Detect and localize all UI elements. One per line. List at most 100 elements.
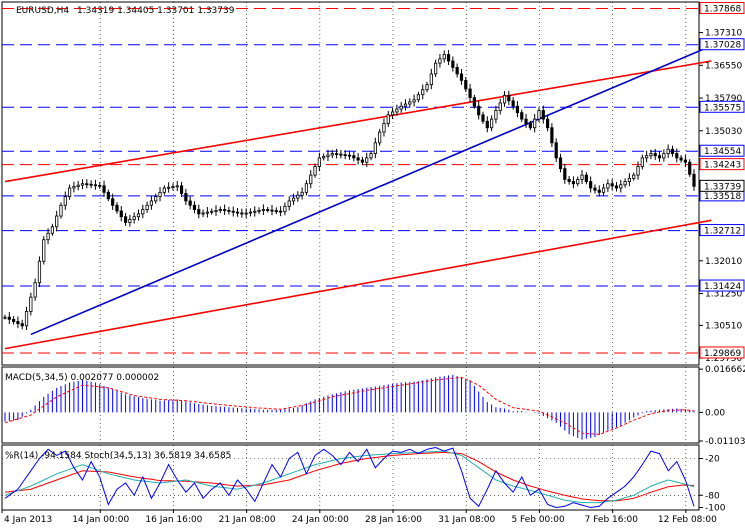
oscillator-tick-label: -100: [705, 504, 726, 514]
candle-body: [93, 184, 98, 187]
candle-body: [3, 316, 7, 319]
candle-body: [545, 118, 550, 129]
candle-body: [416, 94, 421, 101]
candle-body: [360, 159, 365, 163]
candle-body: [636, 166, 640, 176]
candle-body: [184, 193, 188, 202]
candle-body: [576, 179, 580, 185]
candle-body: [649, 153, 653, 157]
trendlines: [4, 45, 712, 350]
candle-body: [567, 179, 571, 182]
level-label-box: [699, 279, 745, 292]
candle-body: [533, 118, 537, 129]
candle-body: [201, 212, 205, 215]
candle-body: [167, 186, 171, 189]
candle-body: [283, 205, 287, 213]
time-tick-label: 24 Jan 00:00: [292, 515, 349, 525]
level-label-box: [699, 100, 745, 113]
candle-body: [675, 153, 679, 159]
candle-body: [645, 155, 649, 159]
level-label: 1.37028: [704, 41, 741, 51]
candle-body: [593, 187, 597, 191]
candle-body: [339, 153, 343, 156]
symbol-header: EURUSD,H4: [16, 6, 69, 16]
candle-body: [12, 318, 16, 322]
candle-body: [502, 95, 507, 104]
candle-body: [29, 296, 33, 312]
candle-body: [571, 181, 576, 185]
candle-body: [55, 215, 59, 228]
trendline: [4, 219, 712, 350]
candle-body: [490, 118, 494, 129]
candle-body: [632, 174, 636, 179]
candle-body: [563, 168, 567, 180]
candle-body: [266, 209, 270, 211]
candle-body: [24, 311, 29, 327]
candle-body: [386, 114, 390, 124]
candle-body: [584, 174, 588, 182]
candle-body: [7, 316, 11, 320]
level-label: 1.34554: [704, 147, 741, 157]
candle-body: [322, 156, 326, 159]
candle-body: [98, 184, 102, 187]
macd-tick-label: -0.011031: [705, 437, 745, 447]
candle-body: [304, 183, 309, 193]
candles: [3, 50, 696, 330]
level-label-box: [699, 144, 745, 157]
candle-body: [623, 181, 627, 186]
candle-body: [278, 210, 283, 213]
macd-panel-frame: [1, 366, 700, 444]
candle-body: [395, 108, 399, 113]
oscillator-indicator: -20 -80 -100: [2, 446, 726, 514]
price-tick-label: 1.37310: [705, 29, 742, 39]
time-tick-label: 14 Jan 00:00: [72, 515, 129, 525]
candle-body: [477, 105, 481, 116]
candle-body: [520, 112, 524, 120]
price-tick-label: 1.30510: [705, 321, 742, 331]
trendline: [30, 45, 712, 336]
current-price-box: [699, 179, 745, 192]
candle-body: [511, 100, 515, 107]
candle-body: [287, 200, 291, 207]
stoch-main-line: [4, 450, 695, 504]
ohlc-header: 1.34319 1.34405 1.33701 1.33739: [77, 6, 235, 16]
candle-body: [472, 97, 476, 107]
candle-body: [640, 157, 644, 167]
candle-body: [317, 157, 321, 167]
candle-body: [382, 123, 386, 133]
oscillator-panel-frame: [1, 444, 700, 511]
level-label: 1.37868: [704, 5, 741, 15]
candle-body: [614, 185, 619, 189]
candle-body: [352, 155, 356, 159]
candle-body: [365, 157, 369, 163]
candle-body: [528, 123, 532, 129]
candle-body: [589, 181, 593, 189]
candle-body: [291, 197, 296, 202]
candle-body: [429, 73, 433, 86]
candle-body: [537, 110, 541, 120]
candle-body: [33, 282, 37, 298]
level-label: 1.31424: [704, 282, 741, 292]
price-tick-label: 1.35790: [705, 94, 742, 104]
level-label-box: [699, 38, 745, 51]
candle-body: [85, 183, 89, 186]
candle-body: [300, 191, 304, 196]
candle-body: [464, 79, 468, 90]
price-tick-label: 1.32010: [705, 257, 742, 267]
candle-body: [145, 204, 149, 210]
horizontal-levels: [2, 8, 699, 354]
time-tick-label: 21 Jan 08:00: [219, 515, 276, 525]
candle-body: [334, 153, 339, 155]
candle-body: [683, 159, 687, 163]
time-tick-label: 16 Jan 16:00: [145, 515, 202, 525]
candle-body: [218, 209, 222, 211]
candle-body: [123, 216, 128, 223]
candle-body: [580, 174, 584, 180]
candle-body: [485, 120, 489, 129]
stoch-signal-line: [4, 451, 695, 502]
candle-body: [111, 198, 115, 206]
candle-body: [37, 260, 42, 284]
candle-body: [244, 212, 248, 215]
current-price-label: 1.33739: [704, 182, 741, 192]
candle-body: [46, 232, 50, 241]
